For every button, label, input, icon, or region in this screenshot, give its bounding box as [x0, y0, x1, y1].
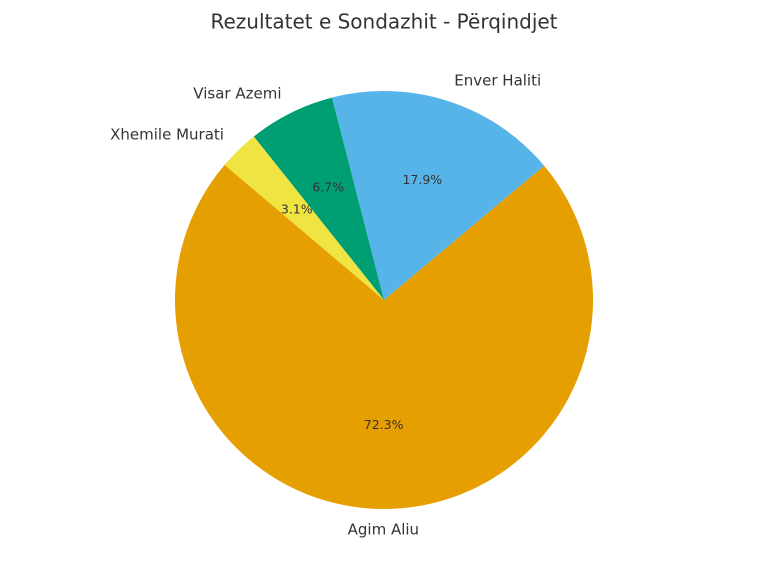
pie-slice	[224, 136, 384, 300]
chart-title: Rezultatet e Sondazhit - Përqindjet	[210, 10, 557, 34]
slice-label: Xhemile Murati	[110, 125, 224, 143]
pie-slice	[174, 164, 593, 510]
slice-label: Enver Haliti	[454, 72, 541, 90]
slice-label: Agim Aliu	[348, 520, 419, 538]
percent-label: 17.9%	[402, 172, 442, 187]
percent-label: 72.3%	[364, 417, 404, 432]
pie-slice	[253, 97, 384, 300]
slice-label: Visar Azemi	[193, 85, 281, 103]
percent-label: 6.7%	[312, 179, 344, 194]
percent-label: 3.1%	[281, 201, 313, 216]
pie-slice	[331, 91, 545, 300]
